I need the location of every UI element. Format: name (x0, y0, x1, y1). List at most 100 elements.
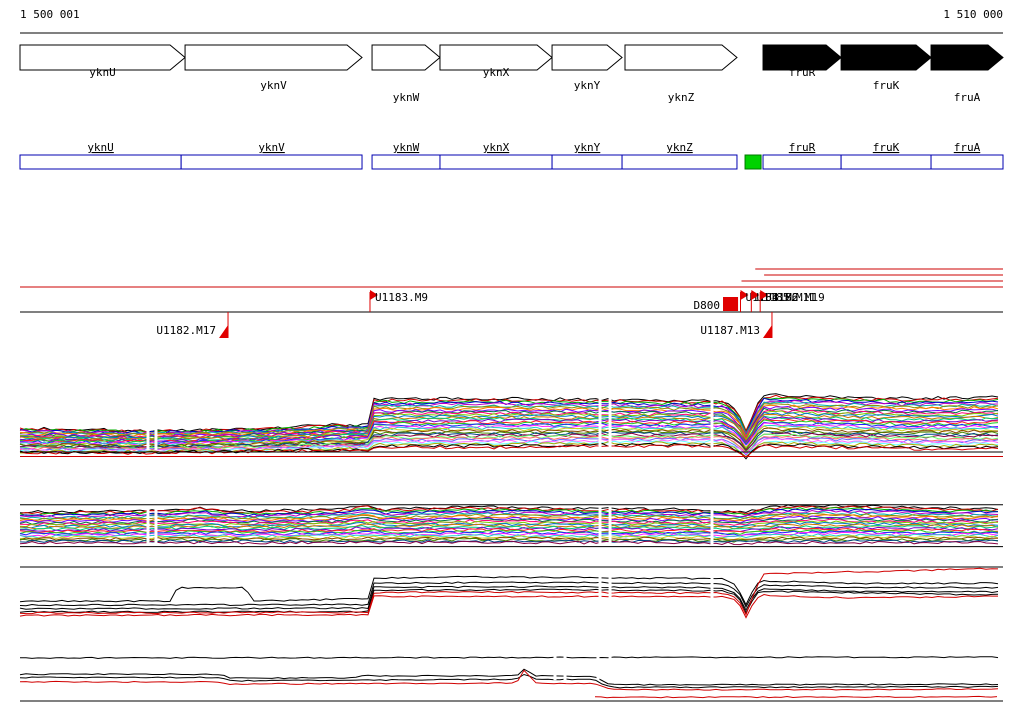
expression-line (19, 506, 998, 516)
probe-gap (596, 652, 600, 681)
expression-band-2 (19, 504, 1003, 548)
gene-box-label[interactable]: fruK (873, 141, 900, 154)
gene-box-label[interactable]: yknV (258, 141, 285, 154)
gene-arrow-label: yknU (89, 66, 116, 79)
probe-gap (710, 506, 714, 545)
probe-gap (154, 506, 158, 545)
marker-flag-icon[interactable] (760, 290, 769, 300)
expression-line (19, 669, 999, 691)
gene-box-label[interactable]: yknY (574, 141, 601, 154)
gene-box-yknU[interactable] (19, 154, 182, 170)
gene-box-label[interactable]: yknW (393, 141, 420, 154)
expression-line (19, 668, 999, 686)
gene-arrow-label: yknX (483, 66, 510, 79)
gene-box-fruA[interactable] (930, 154, 1004, 170)
expression-line (19, 536, 999, 541)
gene-arrow-yknX[interactable] (439, 44, 553, 71)
gene-arrow-yknU[interactable] (19, 44, 186, 71)
probe-gap (598, 574, 602, 604)
gene-arrow-yknZ[interactable] (624, 44, 738, 71)
probe-gap (563, 652, 567, 681)
gene-arrow-yknV[interactable] (184, 44, 363, 71)
gene-box-label[interactable]: yknX (483, 141, 510, 154)
gene-arrow-label: fruA (954, 91, 981, 104)
gene-arrow-track: yknU yknV yknW yknX yknY yknZ fruR fruK fruA (19, 44, 1004, 104)
expression-line (19, 413, 999, 442)
expression-line (19, 524, 999, 531)
gene-arrow-fruR[interactable] (762, 44, 842, 71)
marker-box-icon[interactable] (723, 297, 739, 311)
gene-box-yknV[interactable] (180, 154, 363, 170)
gene-arrow-label: fruK (873, 79, 900, 92)
marker-label: U1182.M17 (156, 324, 216, 337)
gene-arrow-yknY[interactable] (551, 44, 623, 71)
marker-U1182.M17[interactable]: U1182.M17 (156, 312, 229, 338)
expression-line (19, 540, 999, 546)
expression-lines-1 (19, 566, 1003, 619)
marker-U1183.M9[interactable]: U1183.M9 (369, 290, 428, 312)
highlight-box[interactable] (744, 154, 762, 170)
marker-label: U1186.M19 (765, 291, 825, 304)
gene-box-label[interactable]: yknZ (666, 141, 693, 154)
expression-line (19, 533, 999, 539)
expression-line (19, 567, 999, 616)
expression-line (19, 521, 999, 529)
probe-gap (608, 506, 612, 545)
expression-line (19, 443, 999, 458)
expression-line (19, 397, 999, 434)
probe-gap (553, 652, 557, 681)
probe-gap (608, 652, 612, 681)
expression-line (19, 518, 999, 526)
gene-box-label[interactable]: fruA (954, 141, 981, 154)
expression-line (19, 393, 999, 434)
gene-box-yknZ[interactable] (621, 154, 738, 170)
expression-line (19, 422, 999, 449)
gene-arrow-yknW[interactable] (371, 44, 441, 71)
expression-line (19, 509, 999, 519)
expression-line (19, 508, 999, 518)
expression-line (19, 593, 998, 619)
expression-line (19, 656, 999, 660)
marker-label: U1183.M9 (375, 291, 428, 304)
probe-gap (598, 506, 602, 545)
gene-box-fruR[interactable] (762, 154, 842, 170)
probe-gap (710, 574, 714, 604)
expression-line (19, 673, 999, 689)
marker-flag-icon[interactable] (740, 290, 749, 300)
marker-flag-icon[interactable] (762, 325, 772, 338)
gene-box-label[interactable]: yknU (87, 141, 114, 154)
marker-flag-icon[interactable] (219, 325, 229, 338)
probe-gap (710, 397, 714, 451)
marker-label: D800 (694, 299, 721, 312)
expression-line (19, 435, 999, 454)
expression-line (19, 520, 999, 528)
marker-label: U1184.M2 (746, 291, 799, 304)
marker-U1185.M11[interactable]: U1185.M11 (750, 290, 816, 312)
marker-U1187.M13[interactable]: U1187.M13 (700, 312, 773, 338)
gene-box-yknX[interactable] (439, 154, 553, 170)
gene-arrow-fruK[interactable] (840, 44, 932, 71)
expression-line (19, 416, 999, 443)
marker-D800[interactable]: D800 (694, 297, 739, 312)
marker-U1186.M19[interactable]: U1186.M19 (759, 290, 825, 312)
region-end-coordinate: 1 510 000 (943, 8, 1003, 21)
expression-line (19, 404, 999, 439)
gene-arrow-label: fruR (789, 66, 816, 79)
gene-arrow-label: yknY (574, 79, 601, 92)
gene-box-yknY[interactable] (551, 154, 623, 170)
probe-gap (598, 397, 602, 451)
expression-line (19, 427, 998, 451)
probe-gap (608, 397, 612, 451)
gene-box-fruK[interactable] (840, 154, 932, 170)
gene-arrow-fruA[interactable] (930, 44, 1004, 71)
expression-lines-2 (19, 652, 1003, 702)
marker-flag-icon[interactable] (751, 290, 760, 300)
gene-box-label[interactable]: fruR (789, 141, 816, 154)
gene-box-yknW[interactable] (371, 154, 441, 170)
marker-label: U1187.M13 (700, 324, 760, 337)
gene-arrow-label: yknZ (668, 91, 695, 104)
expression-line (20, 405, 999, 440)
marker-U1184.M2[interactable]: U1184.M2 (740, 290, 799, 312)
marker-flag-icon[interactable] (369, 290, 378, 300)
